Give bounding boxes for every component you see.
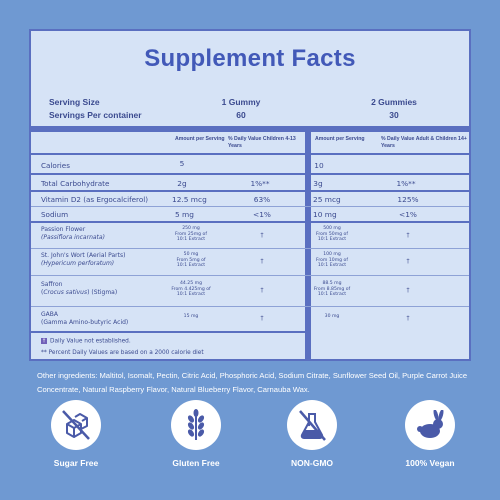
- nutrient-row: Vitamin D2 (as Ergocalciferol) 12.5 mcg …: [31, 190, 469, 206]
- kids-serving-size: 1 Gummy: [221, 97, 261, 107]
- badge-vegan: 100% Vegan: [400, 400, 460, 468]
- supplement-facts-panel: Supplement Facts Serving Size Servings P…: [29, 29, 471, 361]
- nutrient-row: Calories 5 10: [31, 153, 469, 173]
- adult-dv: †: [406, 232, 410, 239]
- serving-size-label: Serving Size: [49, 97, 100, 107]
- nutrient-name: Calories: [41, 161, 70, 170]
- kids-dv: †: [260, 315, 264, 322]
- kids-amount: 250 mg From 25mg of 10:1 Extract: [175, 226, 207, 243]
- herb-latin-name: (Hypericum perforatum): [41, 259, 115, 267]
- adult-dv: 125%: [397, 195, 419, 204]
- herb-common-name: Passion Flower: [41, 226, 86, 233]
- kids-amount: 5: [179, 159, 185, 168]
- adult-dv: 1%**: [396, 179, 416, 188]
- badge-label: Gluten Free: [172, 458, 220, 468]
- kids-amount: 44.25 mg From 4.425mg of 10:1 Extract: [171, 281, 211, 298]
- adult-dv: †: [406, 315, 410, 322]
- adult-dv-header: % Daily Value Adult & Children 14+ Years: [381, 136, 467, 149]
- nutrient-name: Total Carbohydrate: [41, 179, 110, 188]
- kids-amount: 12.5 mcg: [172, 195, 207, 204]
- herb-name: GABA (Gamma Amino-butyric Acid): [41, 311, 128, 326]
- herb-name: Passion Flower (Passiflora incarnata): [41, 226, 105, 241]
- page-title: Supplement Facts: [144, 45, 356, 72]
- kids-dv: †: [260, 232, 264, 239]
- adult-amount-header: Amount per Serving: [315, 136, 365, 142]
- herbal-row: Saffron (Crocus sativus) (Stigma) 44.25 m…: [31, 275, 469, 306]
- herb-common-name: Saffron: [41, 281, 63, 288]
- adult-amount: 10 mg: [313, 210, 337, 219]
- herb-common-name: St. John's Wort (Aerial Parts): [41, 252, 126, 259]
- herbal-row: GABA (Gamma Amino-butyric Acid) 15 mg † 3…: [31, 306, 469, 331]
- nutrient-row: Sodium 5 mg <1% 10 mg <1%: [31, 206, 469, 221]
- adult-servings: 30: [389, 110, 399, 120]
- dagger-icon: †: [41, 338, 47, 344]
- other-ingredients: Other ingredients: Maltitol, Isomalt, Pe…: [37, 371, 468, 394]
- kids-amount: 2g: [177, 179, 187, 188]
- badge-label: 100% Vegan: [405, 458, 455, 468]
- adult-amount: 10: [314, 161, 324, 170]
- herb-name: St. John's Wort (Aerial Parts) (Hypericum…: [41, 252, 125, 267]
- sugar-cubes-crossed-icon: [51, 400, 101, 450]
- kids-dv: †: [260, 287, 264, 294]
- kids-amount: 50 mg From 5mg of 10:1 Extract: [176, 252, 206, 269]
- kids-servings: 60: [236, 110, 246, 120]
- adult-serving-size: 2 Gummies: [371, 97, 417, 107]
- adult-dv: †: [406, 287, 410, 294]
- badge-non-gmo: NON-GMO: [282, 400, 342, 468]
- herb-latin-name: (Passiflora incarnata): [41, 233, 105, 241]
- adult-dv: <1%: [399, 210, 417, 219]
- adult-amount: 500 mg From 50mg of 10:1 Extract: [316, 226, 348, 243]
- rabbit-icon: [405, 400, 455, 450]
- adult-amount: 88.5 mg From 8.85mg of 10:1 Extract: [313, 281, 351, 298]
- kids-amount: 15 mg: [183, 314, 199, 319]
- kids-dv: 63%: [253, 195, 271, 204]
- kids-amount-header: Amount per Serving: [175, 136, 225, 142]
- header-divider: [31, 126, 469, 132]
- column-divider: [305, 132, 311, 359]
- badge-gluten-free: Gluten Free: [166, 400, 226, 468]
- badge-label: NON-GMO: [290, 458, 334, 468]
- kids-amount: 5 mg: [175, 210, 194, 219]
- percent-footnote: ** Percent Daily Values are based on a 2…: [41, 350, 204, 356]
- adult-amount: 30 mg: [324, 314, 340, 319]
- herb-latin-name: (Gamma Amino-butyric Acid): [41, 318, 129, 326]
- badge-label: Sugar Free: [53, 458, 99, 468]
- herbal-row: Passion Flower (Passiflora incarnata) 250…: [31, 221, 469, 248]
- kids-dv: 1%**: [250, 179, 270, 188]
- kids-dv: †: [260, 258, 264, 265]
- nutrient-row: Total Carbohydrate 2g 1%** 3g 1%**: [31, 173, 469, 190]
- adult-amount: 25 mcg: [313, 195, 341, 204]
- flask-crossed-icon: [287, 400, 337, 450]
- dagger-footnote: † Daily Value not established.: [41, 338, 131, 345]
- adult-amount: 100 mg From 10mg of 10:1 Extract: [316, 252, 348, 269]
- servings-per-container-label: Servings Per container: [49, 110, 142, 120]
- kids-dv: <1%: [253, 210, 271, 219]
- kids-dv-header: % Daily Value Children 4-13 Years: [228, 136, 296, 149]
- herb-name: Saffron (Crocus sativus) (Stigma): [41, 281, 118, 296]
- herb-common-name: GABA: [41, 311, 58, 318]
- adult-amount: 3g: [313, 179, 323, 188]
- nutrient-name: Sodium: [41, 210, 69, 219]
- footnotes: † Daily Value not established. ** Percent…: [31, 331, 305, 361]
- nutrient-name: Vitamin D2 (as Ergocalciferol): [41, 195, 149, 204]
- herbal-row: St. John's Wort (Aerial Parts) (Hypericum…: [31, 248, 469, 275]
- wheat-icon: [171, 400, 221, 450]
- adult-dv: †: [406, 258, 410, 265]
- badge-sugar-free: Sugar Free: [46, 400, 106, 468]
